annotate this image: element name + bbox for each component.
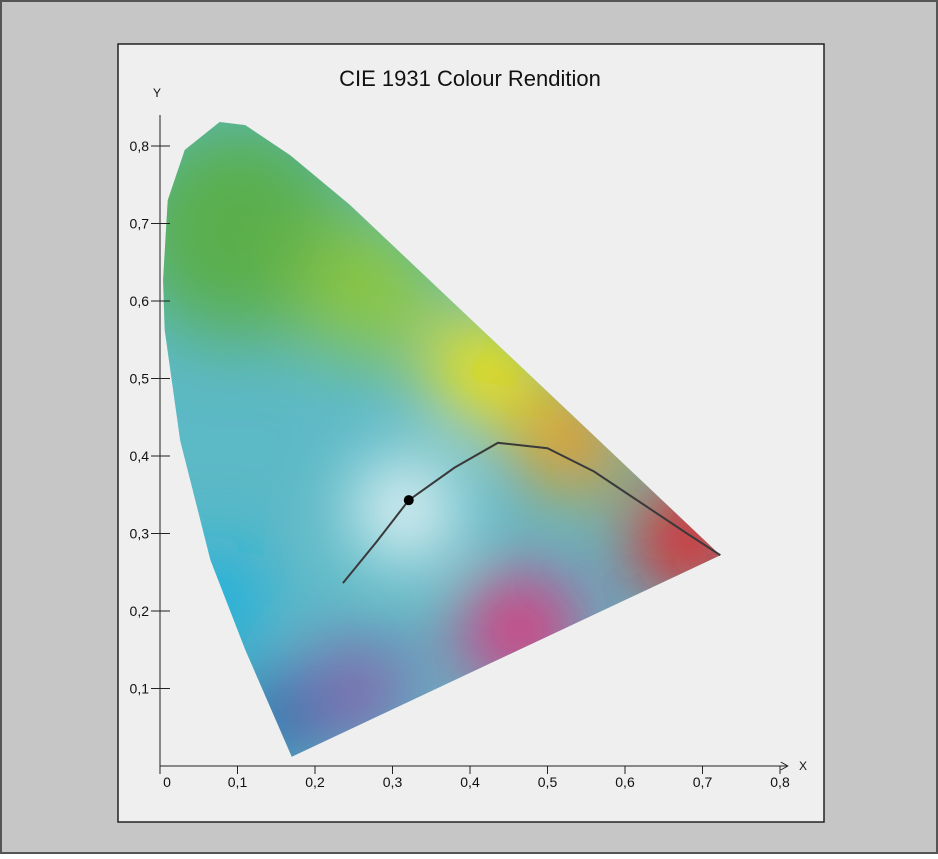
y-tick-label: 0,6 <box>130 293 150 309</box>
x-tick-label: 0,6 <box>615 774 635 790</box>
y-tick-label: 0,1 <box>130 681 150 697</box>
y-tick-label: 0,4 <box>130 448 150 464</box>
x-tick-label: 0,3 <box>383 774 403 790</box>
x-tick-label: 0,1 <box>228 774 248 790</box>
x-tick-label: 0,8 <box>770 774 790 790</box>
chart-title: CIE 1931 Colour Rendition <box>339 66 601 91</box>
y-tick-label: 0,3 <box>130 526 150 542</box>
x-tick-label: 0,4 <box>460 774 480 790</box>
y-tick-label: 0,2 <box>130 603 150 619</box>
y-tick-label: 0,7 <box>130 216 150 232</box>
x-tick-label: 0,2 <box>305 774 325 790</box>
x-tick-label: 0 <box>163 774 171 790</box>
white-point <box>403 495 414 506</box>
y-tick-label: 0,8 <box>130 138 150 154</box>
x-tick-label: 0,5 <box>538 774 558 790</box>
x-tick-label: 0,7 <box>693 774 713 790</box>
x-axis-label: X <box>799 759 807 773</box>
y-tick-label: 0,5 <box>130 371 150 387</box>
x-axis-arrow <box>780 761 789 771</box>
y-axis-label: Y <box>153 86 161 100</box>
planckian-locus <box>342 441 721 584</box>
